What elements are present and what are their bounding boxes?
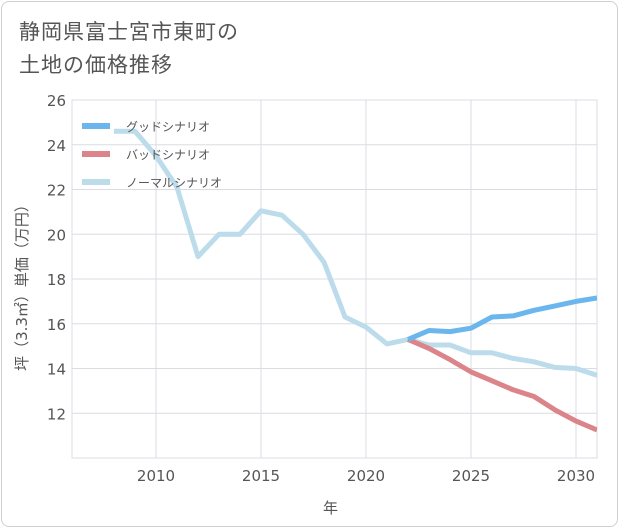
title-line-1: 静岡県富士宮市東町の	[19, 20, 239, 44]
y-tick-label: 20	[47, 226, 66, 244]
series-line-2	[114, 128, 597, 378]
x-tick-label: 2025	[452, 467, 490, 485]
x-tick-label: 2015	[242, 467, 280, 485]
x-tick-label: 2030	[557, 467, 595, 485]
page-title: 静岡県富士宮市東町の 土地の価格推移	[19, 16, 419, 82]
y-axis-label: 坪（3.3㎡）単価（万円）	[13, 197, 31, 371]
y-tick-label: 12	[47, 405, 66, 423]
y-tick-label: 24	[47, 137, 66, 155]
legend-label-1: バッドシナリオ	[126, 148, 210, 162]
legend-label-2: ノーマルシナリオ	[126, 176, 222, 190]
x-tick-label: 2010	[137, 467, 175, 485]
legend-label-0: グッドシナリオ	[126, 120, 210, 134]
series-line-0	[407, 295, 597, 342]
x-tick-label: 2020	[347, 467, 385, 485]
y-tick-label: 14	[47, 361, 66, 379]
x-axis-label: 年	[323, 499, 338, 517]
y-tick-label: 16	[47, 316, 66, 334]
y-tick-label: 22	[47, 182, 66, 200]
y-tick-label: 18	[47, 271, 66, 289]
y-tick-label: 26	[47, 92, 66, 110]
series-line-1	[407, 337, 597, 433]
title-line-2: 土地の価格推移	[19, 53, 173, 77]
